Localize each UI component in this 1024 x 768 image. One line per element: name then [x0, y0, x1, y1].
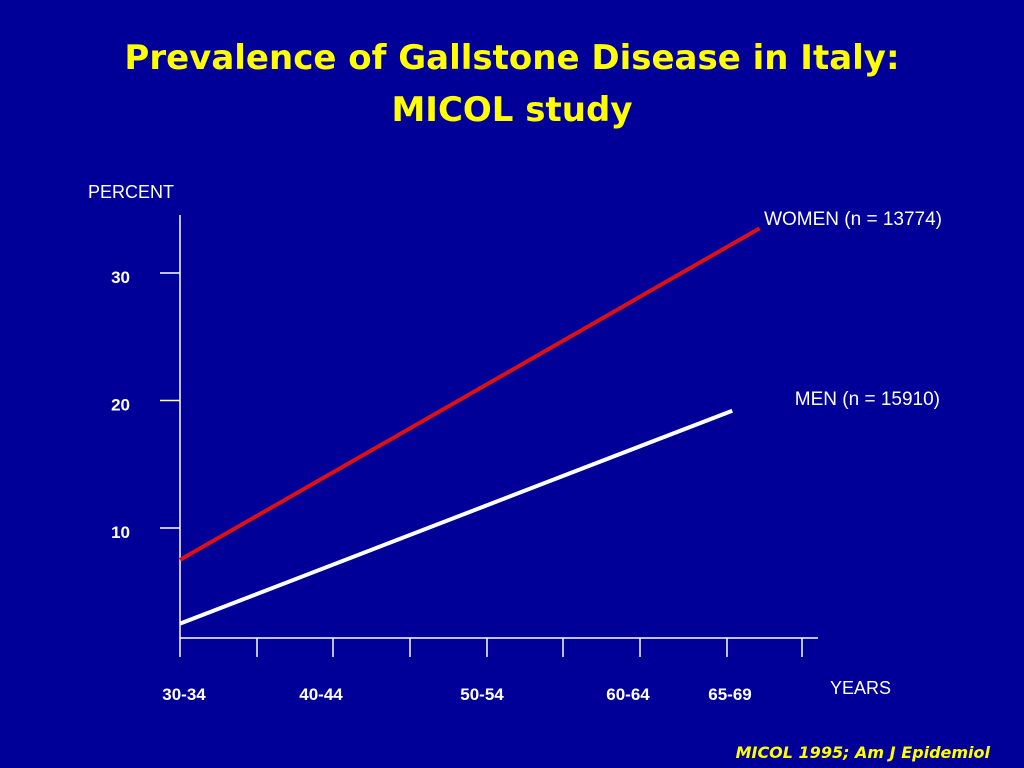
x-axis-label: YEARS [830, 678, 891, 698]
men-series-label: MEN (n = 15910) [795, 389, 940, 410]
x-tick-label: 60-64 [606, 685, 650, 704]
y-axis-label: PERCENT [88, 182, 174, 202]
x-tick-label: 65-69 [708, 685, 751, 704]
x-tick-label: 40-44 [299, 685, 343, 704]
x-tick-label: 30-34 [162, 685, 206, 704]
men-series-line [179, 408, 733, 626]
y-tick-label: 30 [111, 268, 130, 287]
y-tick-label: 20 [111, 396, 130, 415]
women-series-label: WOMEN (n = 13774) [764, 209, 942, 230]
series-labels: WOMEN (n = 13774) MEN (n = 15910) [764, 209, 942, 410]
chart-series [179, 226, 761, 626]
title-line-1: Prevalence of Gallstone Disease in Italy… [124, 38, 900, 78]
title-line-2: MICOL study [391, 90, 633, 130]
slide-title: Prevalence of Gallstone Disease in Italy… [0, 32, 1024, 136]
x-tick-label: 50-54 [460, 685, 504, 704]
chart-axes: 10 20 30 30-34 40-44 50-54 60-64 65-69 [111, 215, 818, 704]
y-tick-label: 10 [111, 523, 130, 542]
women-series-line [179, 226, 761, 562]
citation: MICOL 1995; Am J Epidemiol [735, 743, 990, 762]
